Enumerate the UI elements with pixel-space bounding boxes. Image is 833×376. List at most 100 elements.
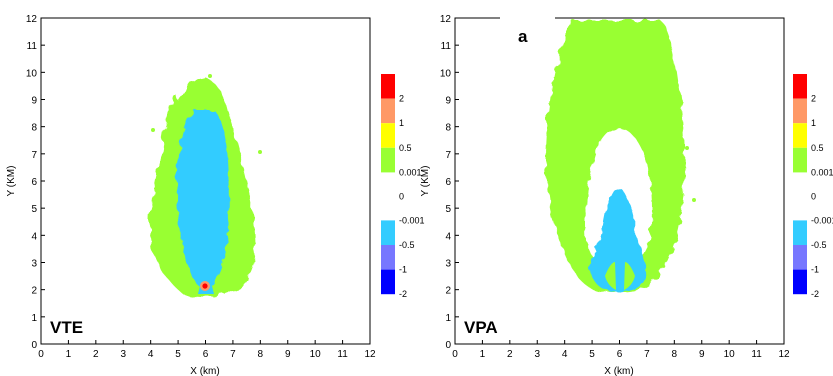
vpa-x-tick-label: 9 [699,349,705,360]
vte-y-tick-label: 0 [31,340,37,351]
vpa-legend-swatch-red [793,74,807,99]
vte-legend-swatch-green [381,147,395,173]
vte-y-tick-label: 6 [31,177,37,188]
vpa-x-ticks: 0 1 2 3 4 5 6 7 8 9 10 11 12 [452,340,790,360]
vte-y-tick-label: 3 [31,259,37,270]
vte-y-tick-label: 1 [31,313,37,324]
vpa-y-tick-label: 2 [445,286,451,297]
vte-legend-label: -1 [399,265,407,275]
vpa-legend-swatch-green [793,147,807,173]
vte-panel-label: VTE [50,318,83,337]
vpa-y-tick-label: 4 [445,231,451,242]
vte-y-tick-label: 8 [31,123,37,134]
vte-green-blob-2 [258,150,262,154]
vte-green-blob-1 [151,128,155,132]
vpa-y-tick-label: 9 [445,96,451,107]
vte-y-tick-label: 12 [26,14,38,25]
vte-legend-label: -0.001 [399,215,425,225]
vte-x-tick-label: 11 [337,349,348,360]
vpa-x-tick-label: 3 [534,349,540,360]
vte-x-tick-label: 10 [310,349,322,360]
vpa-x-tick-label: 7 [644,349,650,360]
vpa-plume [546,20,696,293]
vpa-x-tick-label: 4 [562,349,568,360]
vte-x-tick-label: 6 [203,349,209,360]
vpa-green-blob-1 [685,146,689,150]
vpa-y-tick-label: 3 [445,259,451,270]
vte-x-tick-label: 0 [38,349,44,360]
vte-x-tick-label: 1 [66,349,72,360]
vte-x-ticks: 0 1 2 3 4 5 6 7 8 9 10 11 12 [38,340,376,360]
vte-plume [150,74,262,297]
vte-legend-label: -2 [399,289,407,299]
vpa-y-tick-label: 6 [445,177,451,188]
vpa-x-tick-label: 8 [672,349,678,360]
vpa-y-axis-label: Y (KM) [420,166,431,197]
vte-green-blob-3 [208,74,212,78]
vpa-legend-label: 0.5 [811,143,824,153]
vpa-legend: 2 1 0.5 0.001 0 -0.001 -0.5 -1 -2 [793,74,833,299]
vpa-y-tick-label: 8 [445,123,451,134]
vpa-x-tick-label: 2 [507,349,513,360]
vpa-green-split-left [605,262,616,290]
vpa-cyan-region [590,188,647,292]
vpa-x-tick-label: 0 [452,349,458,360]
vpa-legend-swatch-cyan [793,220,807,245]
vpa-y-tick-label: 0 [445,340,451,351]
vte-legend-swatch-salmon [381,98,395,124]
vpa-green-split-right [624,262,635,290]
vte-y-tick-label: 11 [27,41,38,52]
vpa-x-tick-label: 6 [617,349,623,360]
vte-y-axis-label: Y (KM) [6,166,17,197]
vte-legend-label: 0.5 [399,143,412,153]
vpa-legend-swatch-blue [793,269,807,295]
vte-x-tick-label: 5 [175,349,181,360]
vpa-x-tick-label: 10 [724,349,736,360]
vpa-legend-label: 1 [811,118,816,128]
vpa-legend-label: 0.001 [811,167,833,177]
vpa-green-blob-2 [692,198,696,202]
vpa-y-tick-label: 7 [445,150,451,161]
vte-y-tick-label: 5 [31,204,37,215]
vte-x-tick-label: 7 [230,349,236,360]
vte-legend-swatch-red [381,74,395,99]
vte-legend-label: -0.5 [399,240,415,250]
vte-legend: 2 1 0.5 0.001 0 -0.001 -0.5 -1 -2 [381,74,425,299]
vte-legend-swatch-yellow [381,123,395,148]
vpa-legend-label: 0 [811,191,816,201]
vpa-x-tick-label: 5 [589,349,595,360]
vpa-legend-label: 2 [811,94,816,104]
vte-legend-swatch-lavender [381,245,395,270]
vpa-panel-label: VPA [464,318,498,337]
vpa-legend-label: -1 [811,265,819,275]
vte-legend-label: 0 [399,191,404,201]
vte-y-tick-label: 4 [31,231,37,242]
vte-x-tick-label: 3 [120,349,126,360]
vte-x-tick-label: 2 [93,349,99,360]
vte-legend-swatch-cyan [381,220,395,245]
vte-legend-swatch-blue [381,269,395,295]
vpa-y-tick-label: 12 [440,14,452,25]
vpa-x-tick-label: 11 [751,349,762,360]
vpa-x-tick-label: 12 [778,349,790,360]
vte-y-tick-label: 7 [31,150,37,161]
vpa-y-tick-label: 5 [445,204,451,215]
vpa-x-tick-label: 1 [480,349,486,360]
vte-y-tick-label: 10 [26,68,38,79]
vpa-frame-gap [500,15,555,22]
vpa-legend-label: -2 [811,289,819,299]
vte-x-tick-label: 12 [364,349,376,360]
vte-legend-label: 1 [399,118,404,128]
vpa-legend-swatch-yellow [793,123,807,148]
vpa-x-axis-label: X (km) [604,366,633,376]
vpa-y-tick-label: 11 [441,41,452,52]
vte-x-axis-label: X (km) [190,366,219,376]
vte-x-tick-label: 4 [148,349,154,360]
vte-x-tick-label: 8 [258,349,264,360]
vpa-legend-swatch-lavender [793,245,807,270]
vte-y-tick-label: 9 [31,96,37,107]
